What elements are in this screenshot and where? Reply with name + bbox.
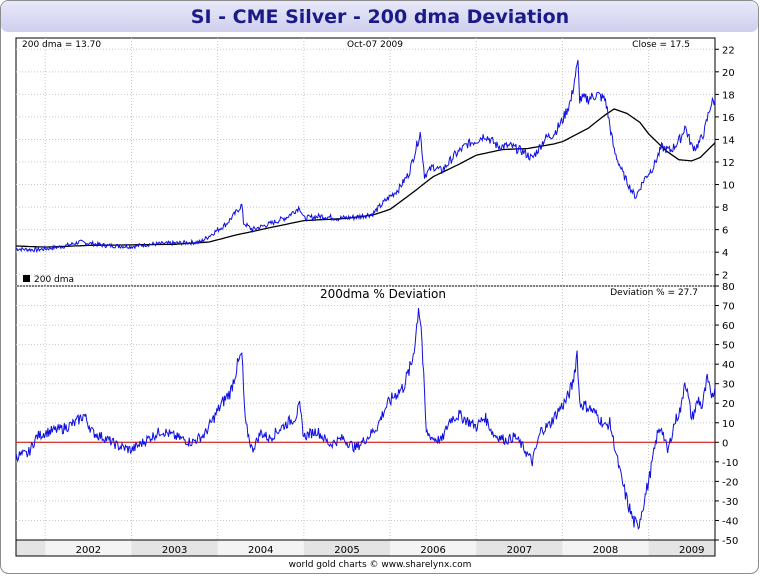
plot-area xyxy=(15,37,716,541)
x-tick-label-2008: 2008 xyxy=(593,545,618,556)
x-axis-frame xyxy=(15,539,716,557)
y-tick-label-22: 22 xyxy=(722,45,735,56)
y-tick-label-70: 70 xyxy=(722,302,735,313)
y-tick-label-80: 80 xyxy=(722,282,735,293)
x-axis-band xyxy=(16,540,715,556)
y-tick-label--50: -50 xyxy=(722,536,738,547)
y-axis-price: 2 4 6 8 10 12 14 16 18 20 22 xyxy=(715,45,735,282)
y-axis-deviation: -50 -40 -30 -20 -10 0 10 20 30 40 50 60 70 80 xyxy=(715,282,738,547)
y-tick-label-2: 2 xyxy=(722,271,728,282)
y-tick-label--40: -40 xyxy=(722,516,738,527)
x-tick-label-2006: 2006 xyxy=(420,545,445,556)
title-bar xyxy=(1,1,758,32)
y-tick-label-30: 30 xyxy=(722,380,735,391)
y-tick-label-10: 10 xyxy=(722,181,735,192)
y-tick-label-10: 10 xyxy=(722,419,735,430)
grid-top xyxy=(16,38,715,286)
legend-label: 200 dma xyxy=(34,275,74,285)
x-tick-label-2005: 2005 xyxy=(334,545,359,556)
series-line-close xyxy=(16,59,715,253)
dma-value-label: 200 dma = 13.70 xyxy=(22,40,101,50)
deviation-panel-title: 200dma % Deviation xyxy=(320,287,446,301)
x-tick-label-2007: 2007 xyxy=(507,545,532,556)
y-tick-label-20: 20 xyxy=(722,399,735,410)
y-tick-label--10: -10 xyxy=(722,458,738,469)
legend-swatch xyxy=(23,275,30,282)
x-tick-label-2002: 2002 xyxy=(76,545,101,556)
x-axis-band-alt xyxy=(390,540,477,556)
x-axis-band-alt xyxy=(45,540,132,556)
x-axis-band-alt xyxy=(562,540,649,556)
series-line-deviation xyxy=(16,308,715,530)
y-tick-label-50: 50 xyxy=(722,341,735,352)
y-tick-label-16: 16 xyxy=(722,113,735,124)
date-label: Oct-07 2009 xyxy=(347,40,403,50)
y-tick-label-18: 18 xyxy=(722,90,735,101)
y-tick-label-20: 20 xyxy=(722,68,735,79)
y-tick-label-0: 0 xyxy=(722,438,728,449)
close-label: Close = 17.5 xyxy=(632,40,690,50)
y-tick-label-8: 8 xyxy=(722,203,728,214)
footer-credit: world gold charts © www.sharelynx.com xyxy=(289,560,472,570)
y-tick-label--20: -20 xyxy=(722,477,738,488)
x-axis-band-alt xyxy=(217,540,304,556)
x-tick-label-2003: 2003 xyxy=(162,545,187,556)
x-axis: 2002 2003 2004 2005 2006 2007 2008 2009 xyxy=(15,539,716,557)
y-tick-label-4: 4 xyxy=(722,248,728,259)
chart-title: SI - CME Silver - 200 dma Deviation xyxy=(191,6,569,28)
x-tick-label-2004: 2004 xyxy=(248,545,273,556)
y-tick-label-12: 12 xyxy=(722,158,735,169)
y-tick-label-40: 40 xyxy=(722,360,735,371)
y-tick-label--30: -30 xyxy=(722,497,738,508)
y-tick-label-60: 60 xyxy=(722,321,735,332)
x-tick-label-2009: 2009 xyxy=(679,545,704,556)
y-tick-label-6: 6 xyxy=(722,226,728,237)
y-tick-label-14: 14 xyxy=(722,135,735,146)
deviation-value-label: Deviation % = 27.7 xyxy=(610,288,698,298)
